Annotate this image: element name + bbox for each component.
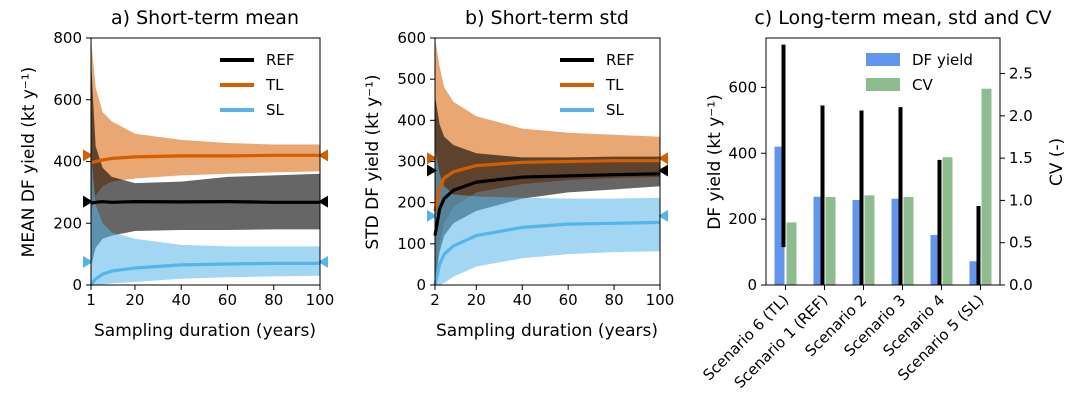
legend-swatch-df-yield: [866, 53, 900, 66]
x-tick-label: 80: [264, 291, 283, 309]
y-tick-label: 600: [728, 78, 757, 96]
x-tick-label: 40: [513, 291, 532, 309]
y-tick-label: 100: [397, 235, 426, 253]
panel-a-title: a) Short-term mean: [111, 7, 299, 29]
bar-cv: [825, 197, 836, 285]
legend-label-sl: SL: [606, 101, 625, 119]
axes-frame: [765, 37, 1001, 286]
ref-marker-right-sl: [318, 255, 328, 268]
panel-c: c) Long-term mean, std and CV DF yield (…: [699, 7, 1067, 392]
ref-marker-left-sl: [83, 255, 93, 268]
panel-c-plot: Scenario 6 (TL)Scenario 1 (REF)Scenario …: [699, 37, 1033, 392]
x-tick-label: 80: [605, 291, 624, 309]
y2-tick-label: 2.0: [1009, 107, 1033, 125]
x-tick-label: 100: [306, 291, 335, 309]
line-sl: [89, 261, 320, 286]
bar-df-yield: [774, 146, 785, 285]
y2-tick-label: 0.5: [1009, 234, 1033, 252]
bar-df-yield: [930, 234, 941, 285]
legend-label-cv: CV: [912, 76, 933, 94]
band-ref: [91, 59, 320, 267]
y-tick-label: 400: [53, 153, 82, 171]
bar-cv: [981, 88, 992, 286]
bar-df-yield: [852, 200, 863, 285]
bar-cv: [786, 222, 797, 285]
y-tick-label: 600: [397, 29, 426, 47]
legend-label-ref: REF: [606, 51, 635, 69]
y-tick-label: 0: [747, 276, 757, 294]
legend-swatch-cv: [866, 78, 900, 91]
y-tick-label: 200: [397, 194, 426, 212]
line-tl: [90, 153, 320, 165]
bar-cv: [903, 197, 914, 285]
panel-b-xlabel: Sampling duration (years): [436, 321, 658, 341]
panel-a-ylabel: MEAN DF yield (kt y⁻¹): [19, 67, 39, 258]
band-ref: [435, 95, 660, 285]
panel-c-y2label: CV (-): [1047, 138, 1067, 186]
y-tick-label: 800: [53, 29, 82, 47]
line-tl: [433, 159, 660, 212]
x-tick-label: 60: [218, 291, 237, 309]
panel-a: a) Short-term mean MEAN DF yield (kt y⁻¹…: [19, 7, 334, 341]
panel-c-ylabel: DF yield (kt y⁻¹): [705, 94, 725, 229]
bar-df-yield: [891, 198, 902, 285]
bar-cv: [864, 195, 875, 285]
panel-b: b) Short-term std STD DF yield (kt y⁻¹) …: [363, 7, 674, 341]
y-tick-label: 0: [416, 276, 426, 294]
legend-label-tl: TL: [605, 76, 624, 94]
ref-marker-right-ref: [318, 195, 328, 208]
y-tick-label: 600: [53, 91, 82, 109]
legend-label-tl: TL: [265, 76, 284, 94]
panel-b-ylabel: STD DF yield (kt y⁻¹): [363, 74, 383, 249]
ref-marker-left-sl: [427, 209, 437, 222]
y2-tick-label: 1.0: [1009, 191, 1033, 209]
band-tl: [91, 38, 320, 214]
bar-df-yield: [813, 196, 824, 285]
panel-a-xlabel: Sampling duration (years): [94, 321, 316, 341]
y-tick-label: 500: [397, 70, 426, 88]
y2-tick-label: 1.5: [1009, 149, 1033, 167]
legend-label-df-yield: DF yield: [912, 51, 973, 69]
legend-label-ref: REF: [266, 51, 295, 69]
band-sl: [435, 149, 660, 285]
panel-b-title: b) Short-term std: [465, 7, 629, 29]
band-sl: [91, 152, 320, 285]
x-tick-label: 20: [125, 291, 144, 309]
x-tick-label: 60: [559, 291, 578, 309]
bar-cv: [942, 157, 953, 285]
y-tick-label: 200: [728, 210, 757, 228]
ref-marker-left-tl: [83, 149, 93, 162]
line-ref: [433, 172, 661, 236]
panel-b-plot: 2 20 40 60 80 100 0 100 200 300 400 500 600 REF TL SL: [397, 29, 674, 309]
x-tick-label: 40: [172, 291, 191, 309]
y2-tick-label: 2.5: [1009, 65, 1033, 83]
y-tick-label: 200: [53, 214, 82, 232]
y-tick-label: 400: [397, 111, 426, 129]
y-tick-label: 400: [728, 144, 757, 162]
legend-label-sl: SL: [266, 101, 285, 119]
ref-marker-left-tl: [427, 152, 437, 165]
y2-tick-label: 0.0: [1009, 276, 1033, 294]
ref-marker-right-sl: [658, 209, 668, 222]
ref-marker-right-ref: [658, 164, 668, 177]
bar-df-yield: [969, 261, 980, 285]
line-ref: [90, 200, 320, 205]
x-tick-label: 1: [86, 291, 96, 309]
y-tick-label: 0: [72, 276, 82, 294]
x-tick-label: 100: [646, 291, 675, 309]
y-tick-label: 300: [397, 153, 426, 171]
x-tick-label: 20: [467, 291, 486, 309]
line-sl: [433, 220, 661, 286]
panel-c-title: c) Long-term mean, std and CV: [754, 7, 1051, 29]
panel-a-plot: 1 20 40 60 80 100 0 200 400 600 800 REF TL SL: [53, 29, 334, 309]
ref-marker-left-ref: [83, 195, 93, 208]
ref-marker-right-tl: [658, 152, 668, 165]
x-tick-label: 2: [430, 291, 440, 309]
ref-marker-right-tl: [318, 149, 328, 162]
ref-marker-left-ref: [427, 164, 437, 177]
